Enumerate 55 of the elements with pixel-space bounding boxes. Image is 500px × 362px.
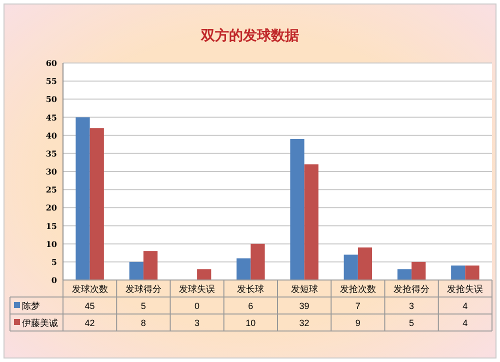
- bar: [290, 138, 304, 280]
- bar: [304, 164, 318, 280]
- data-label: 42: [84, 318, 95, 328]
- y-tick-label: 15: [46, 220, 57, 231]
- bar: [236, 258, 251, 280]
- y-tick-label: 60: [46, 58, 58, 68]
- data-label: 5: [140, 301, 146, 311]
- data-label: 0: [194, 301, 200, 311]
- bar: [129, 262, 144, 280]
- y-tick-label: 5: [51, 256, 57, 267]
- bar: [90, 128, 104, 280]
- y-tick-label: 30: [46, 166, 58, 176]
- bar: [412, 262, 426, 280]
- data-label: 8: [140, 318, 146, 328]
- y-tick-label: 55: [46, 76, 57, 86]
- x-tick-label: 发抢失误: [447, 284, 484, 295]
- bar: [397, 269, 412, 280]
- x-tick-label: 发长球: [237, 284, 264, 295]
- data-label: 7: [355, 301, 360, 311]
- bar: [465, 266, 480, 280]
- y-tick-label: 0: [51, 275, 58, 285]
- bar: [76, 117, 90, 280]
- bar: [344, 254, 358, 280]
- data-label: 4: [462, 318, 468, 328]
- y-tick-label: 20: [46, 202, 58, 213]
- data-label: 10: [246, 318, 256, 328]
- bar: [358, 247, 372, 280]
- data-label: 3: [409, 301, 414, 311]
- y-tick-label: 40: [46, 130, 58, 140]
- y-tick-label: 45: [46, 112, 57, 122]
- data-label: 32: [299, 318, 310, 328]
- bar: [451, 266, 466, 280]
- data-label: 4: [462, 301, 468, 311]
- data-label: 45: [84, 301, 95, 311]
- x-tick-label: 发球次数: [72, 284, 108, 295]
- legend-label: 伊藤美诚: [22, 318, 58, 329]
- x-tick-label: 发抢得分: [394, 284, 430, 295]
- data-label: 5: [409, 318, 414, 328]
- data-label: 9: [355, 318, 360, 328]
- chart-title: 双方的发球数据: [200, 27, 299, 44]
- bar: [143, 251, 158, 280]
- x-tick-label: 发短球: [290, 284, 318, 295]
- bar: [197, 269, 212, 280]
- x-tick-label: 发球得分: [125, 284, 162, 295]
- y-tick-label: 35: [46, 148, 57, 158]
- y-tick-label: 10: [46, 238, 58, 249]
- y-tick-label: 25: [46, 184, 57, 195]
- legend-label: 陈梦: [22, 301, 40, 312]
- data-label: 3: [194, 318, 200, 328]
- y-tick-label: 50: [46, 94, 58, 104]
- x-tick-label: 发球失误: [179, 284, 216, 295]
- data-label: 6: [248, 301, 254, 311]
- x-tick-label: 发抢次数: [340, 284, 376, 295]
- data-label: 39: [299, 301, 310, 311]
- bar: [250, 244, 265, 280]
